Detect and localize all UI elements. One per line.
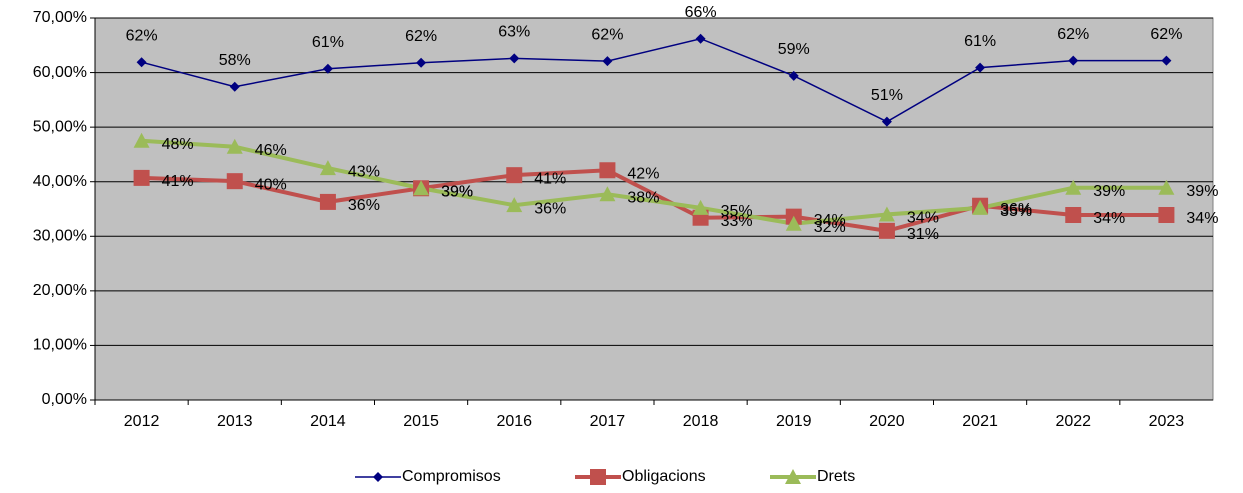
marker [136,57,147,68]
marker [509,53,520,64]
x-tick-label: 2016 [496,413,532,430]
x-tick-label: 2022 [1055,413,1091,430]
marker [319,160,336,176]
y-tick-label: 60,00% [33,64,87,81]
data-label: 35% [721,203,753,220]
marker [785,469,801,484]
marker [506,197,523,213]
marker [229,81,240,92]
series-line [141,168,1167,233]
marker [506,167,523,184]
data-label: 42% [627,165,659,182]
x-tick-label: 2017 [590,413,626,430]
data-label: 43% [348,163,380,180]
marker [590,469,606,485]
data-label: 41% [534,170,566,187]
marker [322,63,333,74]
data-label: 48% [162,136,194,153]
marker [602,56,613,67]
data-label: 62% [591,26,623,43]
marker [133,132,150,148]
data-label: 46% [255,142,287,159]
marker [1158,207,1175,224]
data-label: 38% [627,189,659,206]
marker [972,199,989,215]
marker [692,199,709,215]
data-label: 39% [1186,183,1218,200]
y-tick-label: 70,00% [33,9,87,26]
marker [788,70,799,81]
plot-area [94,17,1214,401]
data-label: 34% [1093,210,1125,227]
data-label: 58% [219,52,251,69]
y-tick-label: 30,00% [33,228,87,245]
marker [319,193,336,210]
data-label: 34% [1186,210,1218,227]
marker [1065,179,1082,195]
y-tick-label: 0,00% [42,391,87,408]
data-label: 32% [814,219,846,236]
data-label: 51% [871,87,903,104]
series-line [141,37,1167,123]
marker [373,472,383,482]
x-tick-label: 2019 [776,413,812,430]
legend-label: Compromisos [402,468,501,485]
y-tick-label: 50,00% [33,118,87,135]
marker [416,57,427,68]
data-label: 36% [348,197,380,214]
x-tick-label: 2013 [217,413,253,430]
y-tick-label: 10,00% [33,337,87,354]
x-tick-label: 2015 [403,413,439,430]
data-label: 59% [778,41,810,58]
marker [878,206,895,222]
marker [785,215,802,231]
data-label: 33% [721,213,753,230]
legend-label: Obligacions [622,468,706,485]
x-tick-label: 2023 [1149,413,1185,430]
series-line [141,138,1167,226]
marker [1161,55,1172,66]
y-tick-label: 20,00% [33,282,87,299]
data-label: 62% [405,28,437,45]
x-tick-label: 2012 [124,413,160,430]
marker [226,138,243,154]
marker [133,169,150,186]
marker [1158,179,1175,195]
marker [975,62,986,73]
marker [599,186,616,202]
x-tick-label: 2014 [310,413,346,430]
marker [599,162,616,179]
data-label: 36% [1000,201,1032,218]
data-label: 66% [685,4,717,21]
data-label: 62% [1150,26,1182,43]
data-label: 34% [907,210,939,227]
data-label: 61% [312,34,344,51]
data-label: 41% [162,173,194,190]
marker [226,173,243,190]
marker [881,116,892,127]
marker [1065,207,1082,224]
y-tick-label: 40,00% [33,173,87,190]
data-label: 40% [255,176,287,193]
marker [695,33,706,44]
marker [413,180,430,196]
data-label: 62% [126,27,158,44]
legend-label: Drets [817,468,855,485]
data-label: 31% [907,226,939,243]
data-label: 39% [441,183,473,200]
marker [1068,55,1079,66]
data-label: 61% [964,33,996,50]
x-tick-label: 2018 [683,413,719,430]
x-tick-label: 2021 [962,413,998,430]
data-label: 39% [441,183,473,200]
data-label: 62% [1057,26,1089,43]
data-label: 39% [1093,183,1125,200]
marker [878,222,895,239]
data-label: 36% [534,200,566,217]
x-tick-label: 2020 [869,413,905,430]
data-label: 63% [498,24,530,41]
data-label: 34% [814,212,846,229]
data-label: 35% [1000,203,1032,220]
